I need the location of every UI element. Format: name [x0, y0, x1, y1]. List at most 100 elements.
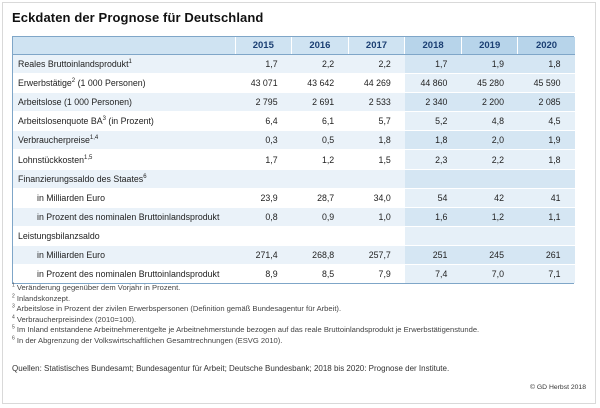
table-cell: 268,8	[291, 244, 349, 265]
table-row: Finanzierungssaldo des Staates6	[13, 168, 575, 189]
table-cell: 1,8	[404, 130, 462, 150]
table-cell: 2 200	[461, 92, 518, 112]
table-cell: 1,8	[517, 53, 575, 74]
table-cell: 1,7	[235, 149, 292, 170]
table-cell: 34,0	[348, 187, 405, 208]
footnote-text: Im Inland entstandene Arbeitnehmerentgel…	[16, 325, 480, 334]
table-cell: 2,3	[404, 149, 462, 170]
table-cell: 6,4	[235, 111, 292, 131]
footnote: 5 Im Inland entstandene Arbeitnehmerentg…	[12, 325, 582, 336]
row-label: Verbraucherpreise1,4	[13, 130, 235, 150]
footnote-number: 1	[12, 282, 15, 289]
table-cell: 1,9	[461, 53, 518, 74]
table-cell: 2 691	[291, 92, 349, 112]
table-cell: 45 590	[517, 73, 575, 93]
footnote-text: Verbraucherpreisindex (2010=100).	[16, 314, 137, 324]
footnote: 4 Verbraucherpreisindex (2010=100).	[12, 313, 582, 326]
table-cell	[291, 168, 349, 189]
row-label: Finanzierungssaldo des Staates6	[13, 168, 235, 189]
table-cell: 8,5	[291, 264, 349, 284]
table-row: Reales Bruttoinlandsprodukt1 1,7 2,2 2,2 1,7…	[13, 53, 575, 74]
header-blank	[13, 37, 235, 55]
table-cell	[404, 225, 462, 246]
table-cell: 43 071	[235, 73, 292, 93]
row-label-text: Reales Bruttoinlandsprodukt	[18, 59, 129, 70]
table-cell: 245	[461, 244, 518, 265]
table-row: in Milliarden Euro 271,4 268,8 257,7 251 245 2…	[13, 244, 575, 265]
row-label-text: in Milliarden Euro	[37, 192, 105, 203]
table-cell	[461, 225, 518, 246]
table-cell: 45 280	[461, 73, 518, 93]
row-label: Reales Bruttoinlandsprodukt1	[13, 53, 235, 74]
footnote-ref: 1,5	[84, 154, 93, 161]
footnote-text: Arbeitslose in Prozent der zivilen Erwer…	[16, 304, 342, 313]
table-cell: 1,1	[517, 206, 575, 227]
table-cell: 2 533	[348, 92, 405, 112]
table-cell	[291, 225, 349, 246]
table-cell	[348, 168, 405, 189]
table-cell: 4,5	[517, 111, 575, 131]
table-cell: 23,9	[235, 187, 292, 208]
footnote-number: 5	[12, 324, 15, 331]
table-cell: 1,5	[348, 149, 405, 170]
table-cell	[235, 168, 292, 189]
year-header: 2017	[347, 37, 405, 55]
footnote: 6 In der Abgrenzung der Volkswirtschaftl…	[12, 334, 582, 347]
row-label: in Prozent des nominalen Bruttoinlandspr…	[13, 206, 235, 227]
row-label-text: Lohnstückkosten	[18, 154, 85, 165]
year-header: 2015	[234, 37, 292, 55]
table-cell: 2 340	[404, 92, 462, 112]
row-label: Arbeitslosenquote BA3 (in Prozent)	[13, 111, 235, 131]
row-label: in Milliarden Euro	[13, 187, 235, 208]
table-cell: 1,8	[517, 149, 575, 170]
table-cell: 2,0	[461, 130, 518, 150]
table-cell: 271,4	[235, 244, 292, 265]
table-cell	[348, 225, 405, 246]
sources-line: Quellen: Statistisches Bundesamt; Bundes…	[12, 364, 450, 373]
table-cell: 0,3	[235, 130, 292, 150]
footnote: 3 Arbeitslose in Prozent der zivilen Erw…	[12, 304, 582, 315]
table-row: Erwerbstätige2 (1 000 Personen) 43 071 43 …	[13, 73, 575, 93]
row-label: Leistungsbilanzsaldo	[13, 225, 235, 246]
footnote: 1 Veränderung gegenüber dem Vorjahr in P…	[12, 283, 582, 294]
footnote: 2 Inlandskonzept.	[12, 292, 582, 305]
table-cell: 1,7	[235, 53, 292, 74]
row-label-text: Arbeitslosenquote BA	[18, 116, 103, 127]
table-row: in Milliarden Euro 23,9 28,7 34,0 54 42 41	[13, 187, 575, 208]
table-cell: 0,5	[291, 130, 349, 150]
table-cell: 251	[404, 244, 462, 265]
footnote-number: 2	[12, 292, 15, 299]
table-cell: 8,9	[235, 264, 292, 284]
row-label: Erwerbstätige2 (1 000 Personen)	[13, 73, 235, 93]
table-cell: 28,7	[291, 187, 349, 208]
year-header-forecast: 2018	[404, 37, 462, 55]
table-cell: 0,9	[291, 206, 349, 227]
footnote-ref: 1,4	[89, 135, 99, 142]
row-label-text: in Prozent des nominalen Bruttoinlandspr…	[37, 211, 220, 222]
row-label-text: Verbraucherpreise	[18, 135, 90, 146]
footnote-number: 3	[12, 303, 15, 310]
table-cell	[404, 168, 462, 189]
table-header-row: 2015 2016 2017 2018 2019 2020	[13, 37, 575, 55]
footnote-number: 6	[12, 334, 15, 341]
table-cell: 1,7	[404, 53, 462, 74]
year-header-forecast: 2020	[517, 37, 575, 55]
table-cell: 0,8	[235, 206, 292, 227]
footnote-number: 4	[12, 313, 15, 320]
row-label-text: Leistungsbilanzsaldo	[18, 230, 100, 241]
footnote-ref: 6	[143, 173, 147, 180]
table-row: in Prozent des nominalen Bruttoinlandspr…	[13, 206, 575, 227]
table-cell	[517, 168, 575, 189]
year-header-forecast: 2019	[460, 37, 518, 55]
footnote-ref: 3	[102, 116, 106, 123]
footnote-text: Veränderung gegenüber dem Vorjahr in Pro…	[16, 283, 181, 292]
table-row: in Prozent des nominalen Bruttoinlandspr…	[13, 264, 575, 284]
row-label-suffix: (in Prozent)	[105, 116, 154, 127]
table-row: Arbeitslosenquote BA3 (in Prozent) 6,4 6,1…	[13, 111, 575, 131]
page-title: Eckdaten der Prognose für Deutschland	[12, 10, 264, 25]
forecast-table: 2015 2016 2017 2018 2019 2020 Reales Bru…	[12, 36, 575, 285]
table-cell: 43 642	[291, 73, 349, 93]
row-label: in Milliarden Euro	[13, 244, 235, 265]
table-cell: 7,1	[517, 264, 575, 284]
copyright: © GD Herbst 2018	[529, 384, 586, 391]
